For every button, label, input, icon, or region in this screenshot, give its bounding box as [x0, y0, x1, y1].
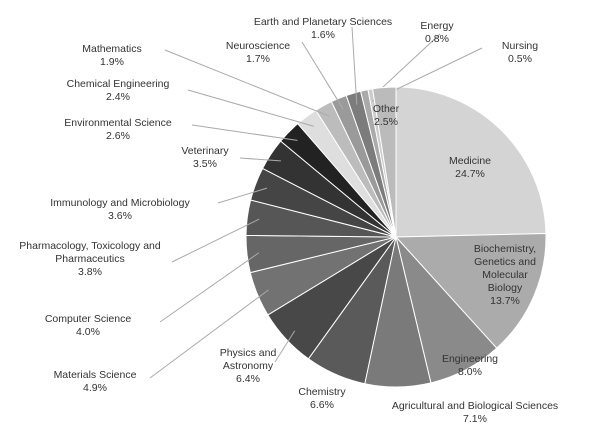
value-label: 2.6% [106, 130, 130, 142]
pie-slice [395, 86, 547, 238]
value-label: 8.0% [458, 366, 482, 378]
slice-label: Agricultural and Biological Sciences 7.1% [360, 400, 590, 426]
category-label: Other [372, 103, 400, 115]
category-label: Chemical Engineering [66, 78, 170, 90]
category-label: Mathematics [82, 43, 142, 55]
slice-label: Medicine 24.7% [430, 155, 510, 181]
leader-line [191, 124, 298, 141]
value-label: 2.4% [106, 91, 130, 103]
slice-label: Nursing 0.5% [490, 40, 550, 66]
category-label: Engineering [441, 353, 499, 365]
category-label: Veterinary [181, 145, 229, 157]
value-label: 1.6% [311, 29, 335, 41]
slice-label: Chemical Engineering 2.4% [43, 78, 193, 104]
category-label: Agricultural and Biological Sciences [391, 400, 559, 412]
slice-label: Mathematics 1.9% [67, 43, 157, 69]
value-label: 3.5% [193, 158, 217, 170]
slice-label: Other 2.5% [366, 103, 406, 129]
category-label: Immunology and Microbiology [50, 197, 190, 209]
slice-label: Immunology and Microbiology 3.6% [20, 197, 220, 223]
category-label: Medicine [448, 155, 492, 167]
slice-label: Biochemistry, Genetics and Molecular Bio… [465, 243, 545, 308]
value-label: 0.8% [425, 33, 449, 45]
slice-label: Veterinary 3.5% [165, 145, 245, 171]
leader-line [149, 289, 269, 379]
pie-slice [394, 232, 547, 349]
slice-label: Materials Science 4.9% [40, 369, 150, 395]
category-label: Neuroscience [225, 40, 291, 52]
category-label: Materials Science [53, 369, 137, 381]
value-label: 3.6% [108, 210, 132, 222]
value-label: 4.9% [83, 382, 107, 394]
value-label: 7.1% [463, 413, 487, 425]
leader-line [274, 330, 296, 363]
leader-line [239, 157, 281, 162]
leader-line [301, 41, 344, 110]
leader-line [217, 187, 268, 204]
slice-label: Engineering 8.0% [440, 353, 500, 379]
slice-label: Computer Science 4.0% [38, 313, 138, 339]
value-label: 1.9% [100, 56, 124, 68]
slice-label: Pharmacology, Toxicology and Pharmaceuti… [5, 240, 175, 279]
value-label: 6.4% [236, 373, 260, 385]
slice-label: Physics and Astronomy 6.4% [211, 347, 286, 386]
category-label: Pharmacology, Toxicology and Pharmaceuti… [19, 240, 161, 265]
category-label: Chemistry [298, 386, 346, 398]
value-label: 3.8% [78, 266, 102, 278]
category-label: Physics and Astronomy [219, 347, 277, 372]
slice-label: Earth and Planetary Sciences 1.6% [223, 16, 423, 42]
value-label: 1.7% [246, 53, 270, 65]
leader-line [351, 26, 358, 105]
value-label: 4.0% [76, 326, 100, 338]
value-label: 2.5% [374, 116, 398, 128]
slice-label: Environmental Science 2.6% [38, 117, 198, 143]
category-label: Computer Science [44, 313, 132, 325]
value-label: 0.5% [508, 53, 532, 65]
slice-label: Neuroscience 1.7% [218, 40, 298, 66]
value-label: 6.6% [310, 399, 334, 411]
category-label: Environmental Science [64, 117, 172, 129]
category-label: Nursing [501, 40, 539, 52]
slice-label: Energy 0.8% [407, 20, 467, 46]
category-label: Energy [420, 20, 454, 32]
category-label: Biochemistry, Genetics and Molecular Bio… [473, 243, 537, 294]
leader-line [159, 252, 260, 323]
value-label: 13.7% [490, 295, 520, 307]
slice-label: Chemistry 6.6% [287, 386, 357, 412]
pie-slice [372, 86, 397, 238]
leader-line [187, 89, 314, 127]
leader-line [164, 49, 330, 117]
value-label: 24.7% [455, 168, 485, 180]
leader-line [171, 218, 260, 263]
category-label: Earth and Planetary Sciences [253, 16, 393, 28]
